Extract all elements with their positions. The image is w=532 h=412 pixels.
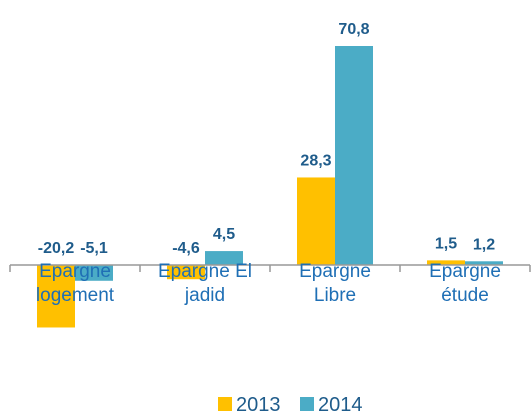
- value-label: 70,8: [338, 21, 369, 38]
- value-label: 4,5: [213, 226, 235, 243]
- legend-label: 2013: [236, 394, 281, 412]
- legend-swatch: [218, 397, 232, 411]
- bar: [427, 260, 465, 265]
- bar: [335, 46, 373, 265]
- x-tick-label: Epargne étude: [429, 261, 501, 306]
- bar: [205, 251, 243, 265]
- bar: [75, 265, 113, 281]
- value-label: -5,1: [80, 240, 108, 257]
- x-tick-label: Epargne El jadid: [157, 261, 252, 306]
- value-label: 28,3: [300, 152, 331, 169]
- legend-label: 2014: [318, 394, 363, 412]
- bar: [167, 265, 205, 280]
- legend-swatch: [300, 397, 314, 411]
- value-label: 1,5: [435, 235, 457, 252]
- value-label: 1,2: [473, 236, 495, 253]
- x-tick-label: Epargne Libre: [299, 261, 371, 306]
- bar: [465, 261, 503, 265]
- x-tick-label: Epargne logement: [35, 261, 115, 306]
- bar: [297, 177, 335, 265]
- value-label: -20,2: [38, 240, 75, 257]
- bar: [37, 265, 75, 328]
- value-label: -4,6: [172, 240, 200, 257]
